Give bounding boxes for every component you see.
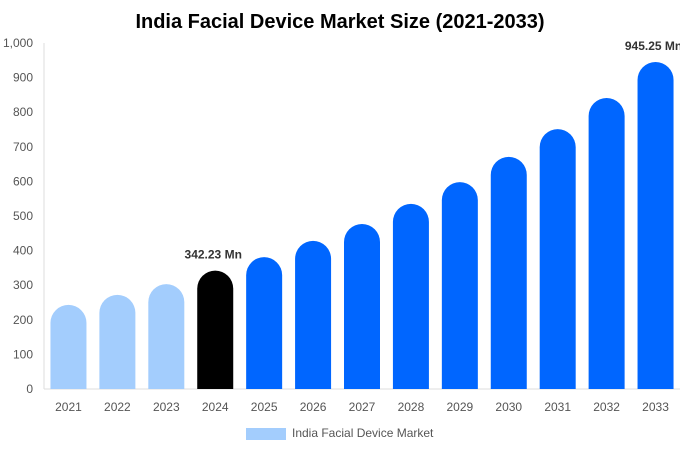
y-tick-label: 600 [13,174,33,188]
x-tick-label: 2029 [446,400,473,414]
x-tick-label: 2025 [251,400,278,414]
x-tick-label: 2032 [593,400,620,414]
legend-swatch [246,428,286,440]
bar-2024[interactable] [197,270,234,389]
bar-2021[interactable] [50,304,87,389]
x-tick-label: 2024 [202,400,229,414]
chart-title: India Facial Device Market Size (2021-20… [135,11,544,33]
x-tick-label: 2031 [544,400,571,414]
data-label-2033: 945.25 Mn [625,39,680,53]
bar-2025[interactable] [246,257,283,389]
bar-2027[interactable] [344,223,380,389]
bar-2028[interactable] [392,203,429,389]
x-tick-label: 2023 [153,400,180,414]
y-tick-label: 1,000 [3,36,33,50]
x-tick-label: 2030 [495,400,522,414]
y-tick-label: 0 [26,382,33,396]
y-tick-label: 100 [13,347,33,361]
data-label-2024: 342.23 Mn [185,248,242,262]
x-axis: 2021 2022 2023 2024 2025 2026 2027 2028 2029 2030… [44,388,680,414]
x-tick-label: 2033 [642,400,669,414]
y-tick-label: 700 [13,140,33,154]
y-tick-label: 900 [13,71,33,85]
bar-2033[interactable] [637,61,674,389]
x-tick-label: 2027 [349,400,376,414]
bar-2026[interactable] [295,240,332,389]
bar-2030[interactable] [490,156,527,389]
bar-2031[interactable] [539,129,576,390]
y-tick-label: 400 [13,244,33,258]
bar-2029[interactable] [441,182,478,389]
x-tick-label: 2026 [300,400,327,414]
x-tick-label: 2022 [104,400,131,414]
bar-2032[interactable] [588,98,625,389]
x-tick-label: 2021 [55,400,82,414]
data-labels: 342.23 Mn 945.25 Mn [185,39,680,262]
bar-2023[interactable] [148,284,185,389]
y-axis: 0 100 200 300 400 500 600 700 800 900 1,000 [3,36,45,396]
legend-label: India Facial Device Market [292,426,434,440]
y-tick-label: 300 [13,278,33,292]
y-tick-label: 200 [13,313,33,327]
bar-2022[interactable] [99,294,136,389]
y-tick-label: 800 [13,105,33,119]
x-tick-label: 2028 [398,400,425,414]
y-tick-label: 500 [13,209,33,223]
legend[interactable]: India Facial Device Market [246,426,434,440]
bars [50,61,674,390]
